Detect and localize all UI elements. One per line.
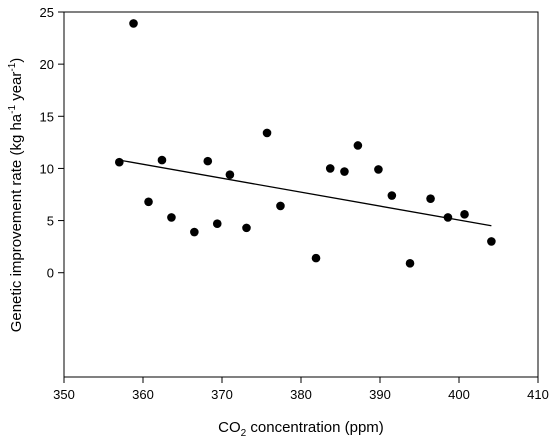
x-axis-label: CO2 concentration (ppm) <box>218 419 384 439</box>
data-point <box>167 213 176 222</box>
data-point <box>460 210 469 219</box>
data-point <box>443 213 453 222</box>
x-tick-label: 370 <box>211 387 233 402</box>
data-point <box>276 201 285 211</box>
data-point <box>405 259 415 268</box>
data-point <box>387 191 397 200</box>
y-tick-label: 10 <box>40 161 54 176</box>
data-point <box>262 128 272 138</box>
y-axis-ticks: 0 5 10 15 20 25 <box>40 5 64 281</box>
data-point <box>311 253 321 263</box>
data-point <box>340 167 349 176</box>
data-point <box>144 197 153 207</box>
y-tick-label: 0 <box>47 266 54 281</box>
y-tick-label: 25 <box>40 5 54 20</box>
data-point <box>115 157 124 167</box>
x-tick-label: 400 <box>448 387 470 402</box>
x-tick-label: 360 <box>132 387 154 402</box>
data-point <box>426 194 435 203</box>
data-point <box>242 223 251 233</box>
x-tick-label: 350 <box>53 387 75 402</box>
y-tick-label: 20 <box>40 57 54 72</box>
x-axis-ticks: 350 360 370 380 390 400 410 <box>53 377 549 402</box>
data-point <box>374 165 383 174</box>
data-point <box>325 164 335 173</box>
y-tick-label: 5 <box>47 214 54 229</box>
data-points <box>115 19 496 268</box>
data-point <box>353 141 363 150</box>
x-tick-label: 390 <box>369 387 391 402</box>
plot-frame <box>63 11 539 378</box>
data-point <box>190 227 199 237</box>
data-point <box>203 156 213 166</box>
x-tick-label: 380 <box>290 387 312 402</box>
data-point <box>225 170 235 179</box>
y-axis-label: Genetic improvement rate (kg ha-1 year-1… <box>7 58 25 333</box>
data-point <box>157 155 167 165</box>
data-point <box>212 219 222 228</box>
data-point <box>129 19 138 28</box>
x-tick-label: 410 <box>527 387 549 402</box>
trend-line <box>119 159 492 227</box>
y-tick-label: 15 <box>40 109 54 124</box>
data-point <box>487 237 496 246</box>
